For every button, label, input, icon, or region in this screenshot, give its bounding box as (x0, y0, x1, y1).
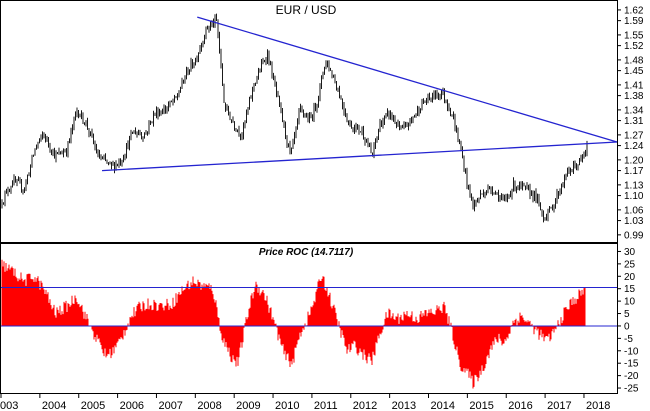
price-tick-label: 1.52 (624, 41, 644, 52)
roc-tick-label: 25 (624, 259, 636, 270)
roc-panel-frame (0, 243, 618, 394)
price-tick-label: 1.27 (624, 130, 644, 141)
time-tick-label: 2008 (197, 400, 221, 411)
time-tick-label: 2007 (158, 400, 182, 411)
price-tick-label: 1.20 (624, 155, 644, 166)
roc-tick-label: 15 (624, 284, 636, 295)
roc-tick-label: 30 (624, 247, 636, 258)
time-tick-label: 2011 (314, 400, 338, 411)
price-tick-label: 1.17 (624, 166, 644, 177)
roc-tick-label: -20 (624, 371, 639, 382)
price-axis: 0.99 1.031.06 1.101.13 1.171.20 1.241.27 1.31… (617, 5, 644, 241)
time-tick-label: 2014 (431, 400, 455, 411)
price-tick-label: 1.48 (624, 55, 644, 66)
roc-chart-title: Price ROC (14.7117) (259, 247, 354, 258)
price-tick-label: 1.41 (624, 80, 644, 91)
roc-tick-label: -25 (624, 384, 639, 395)
price-chart-title: EUR / USD (276, 3, 337, 17)
time-tick-label: 2009 (236, 400, 260, 411)
price-tick-label: 1.06 (624, 205, 644, 216)
price-tick-label: 1.31 (624, 116, 644, 127)
price-tick-label: 1.10 (624, 191, 644, 202)
roc-tick-label: 0 (624, 321, 630, 332)
price-panel: 0.99 1.031.06 1.101.13 1.171.20 1.241.27 1.31… (0, 0, 644, 243)
time-tick-label: 2010 (275, 400, 299, 411)
roc-tick-label: 5 (624, 309, 630, 320)
trendline (197, 16, 618, 143)
price-tick-label: 1.13 (624, 180, 644, 191)
price-tick-label: 1.03 (624, 216, 644, 227)
time-tick-label: 2015 (469, 400, 493, 411)
time-tick-label: 2004 (42, 400, 66, 411)
roc-area (1, 259, 586, 389)
time-axis: 003 2004 2005 2006 2007 2008 2009 2010 2011 2012 2… (0, 393, 610, 411)
time-tick-label: 2012 (353, 400, 377, 411)
time-tick-label: 2017 (547, 400, 571, 411)
time-tick-label: 2006 (120, 400, 144, 411)
price-tick-label: 1.55 (624, 30, 644, 41)
price-bars (1, 13, 588, 223)
price-tick-label: 1.34 (624, 105, 644, 116)
price-tick-label: 1.24 (624, 141, 644, 152)
price-tick-label: 1.62 (624, 5, 644, 16)
roc-reference-lines (1, 286, 617, 327)
roc-tick-label: 10 (624, 297, 636, 308)
roc-tick-label: -5 (624, 334, 633, 345)
roc-tick-label: -15 (624, 359, 639, 370)
price-tick-label: 1.38 (624, 91, 644, 102)
price-tick-label: 1.45 (624, 66, 644, 77)
time-tick-label: 2016 (508, 400, 532, 411)
roc-tick-label: -10 (624, 346, 639, 357)
time-tick-label: 003 (0, 400, 18, 411)
price-panel-frame (0, 0, 618, 243)
trendline (102, 141, 618, 172)
price-tick-label: 0.99 (624, 230, 644, 241)
roc-tick-label: 20 (624, 272, 636, 283)
time-tick-label: 2013 (392, 400, 416, 411)
price-tick-label: 1.59 (624, 16, 644, 27)
trendlines (102, 16, 618, 172)
time-tick-label: 2018 (586, 400, 610, 411)
time-tick-label: 2005 (81, 400, 105, 411)
